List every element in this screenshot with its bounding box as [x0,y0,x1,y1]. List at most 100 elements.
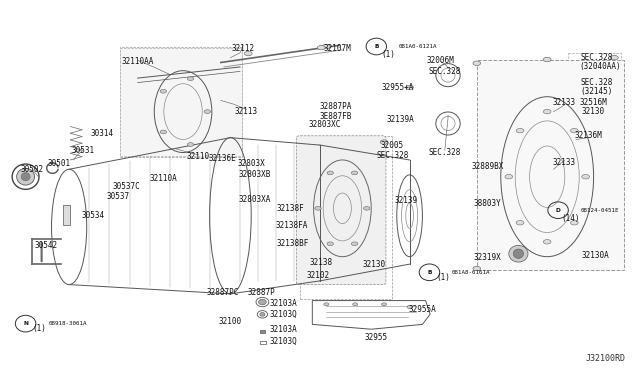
Circle shape [473,61,481,65]
Text: 32103Q: 32103Q [269,337,297,346]
Ellipse shape [17,168,35,185]
Circle shape [160,89,166,93]
Text: 32803X: 32803X [237,159,266,168]
Text: 30502: 30502 [20,165,44,174]
Ellipse shape [259,299,266,305]
Circle shape [204,110,211,113]
Text: 32130A: 32130A [581,251,609,260]
Circle shape [364,206,370,210]
Text: 32516M: 32516M [579,98,607,107]
Text: SEC.328: SEC.328 [580,78,612,87]
Bar [63,205,70,225]
Text: 30314: 30314 [91,129,114,138]
Text: 30537: 30537 [107,192,130,201]
Text: 32887PC: 32887PC [207,288,239,296]
Text: 081A8-6161A: 081A8-6161A [452,270,490,275]
Circle shape [516,128,524,133]
Circle shape [324,303,329,306]
Circle shape [327,242,333,246]
Text: 30537C: 30537C [113,182,141,190]
Text: 32803XC: 32803XC [308,120,340,129]
Circle shape [351,171,358,175]
Circle shape [188,77,194,81]
Circle shape [351,242,358,246]
Text: 32138: 32138 [310,258,333,267]
Text: 32139: 32139 [395,196,418,205]
Text: 38803Y: 38803Y [474,199,502,208]
Text: 32803XB: 32803XB [239,170,271,179]
Text: 32887P: 32887P [247,288,275,296]
Text: SEC.328: SEC.328 [429,148,461,157]
Circle shape [160,130,166,134]
Bar [300,136,392,299]
Text: 32130: 32130 [363,260,386,269]
Text: J32100RD: J32100RD [586,354,626,363]
Text: B: B [428,270,431,275]
Bar [477,60,624,270]
Text: 32103Q: 32103Q [269,310,297,319]
Text: B: B [374,44,378,49]
Text: D: D [556,208,561,213]
Circle shape [473,266,481,271]
Text: 32887PA: 32887PA [320,102,352,110]
Text: SEC.328: SEC.328 [377,151,409,160]
Text: 32319X: 32319X [474,253,502,262]
Circle shape [188,142,194,146]
Text: 32136E: 32136E [209,154,237,163]
FancyBboxPatch shape [296,136,386,285]
Circle shape [381,303,387,306]
Text: 32130: 32130 [582,107,605,116]
Text: (1): (1) [436,273,451,282]
Text: 32100: 32100 [219,317,242,326]
Text: 30534: 30534 [81,211,104,220]
Text: 32005: 32005 [380,141,403,150]
Circle shape [327,171,333,175]
Circle shape [244,51,252,56]
Bar [120,47,242,157]
Text: 32110: 32110 [187,152,210,161]
Text: 32138F: 32138F [276,204,304,213]
Text: SEC.328: SEC.328 [580,53,612,62]
Text: (1): (1) [381,50,395,59]
Text: 32955+A: 32955+A [381,83,413,92]
Bar [260,330,265,333]
Text: N: N [23,321,28,326]
Text: 32138FA: 32138FA [275,221,307,230]
Ellipse shape [513,249,524,259]
Text: 32112: 32112 [232,44,255,53]
Ellipse shape [21,173,30,181]
Text: 32103A: 32103A [269,299,297,308]
Text: (32040AA): (32040AA) [579,62,621,71]
Circle shape [570,128,578,133]
Text: 32102: 32102 [307,271,330,280]
Circle shape [315,206,321,210]
Text: 32107M: 32107M [323,44,351,53]
Circle shape [505,174,513,179]
Text: 32110AA: 32110AA [122,57,154,66]
Text: (1): (1) [33,324,47,333]
Circle shape [516,221,524,225]
Text: 32803XA: 32803XA [239,195,271,203]
Bar [120,48,242,156]
Circle shape [407,305,412,308]
Text: (32145): (32145) [580,87,612,96]
Circle shape [543,57,551,62]
Circle shape [582,174,589,179]
Ellipse shape [509,246,528,262]
Circle shape [406,85,413,90]
Text: 08918-3061A: 08918-3061A [48,321,86,326]
Text: 32138BF: 32138BF [277,239,309,248]
Text: 32113: 32113 [235,107,258,116]
Text: 32110A: 32110A [149,174,177,183]
Text: 32955A: 32955A [408,305,436,314]
Circle shape [380,140,388,144]
Text: 30542: 30542 [35,241,58,250]
Circle shape [611,55,618,60]
Text: 081A0-6121A: 081A0-6121A [399,44,437,49]
Circle shape [317,45,325,50]
Text: 32136M: 32136M [575,131,603,140]
Text: 30501: 30501 [48,159,71,168]
Text: 08124-0451E: 08124-0451E [580,208,619,213]
Text: 30531: 30531 [72,146,95,155]
Text: 32139A: 32139A [386,115,414,124]
